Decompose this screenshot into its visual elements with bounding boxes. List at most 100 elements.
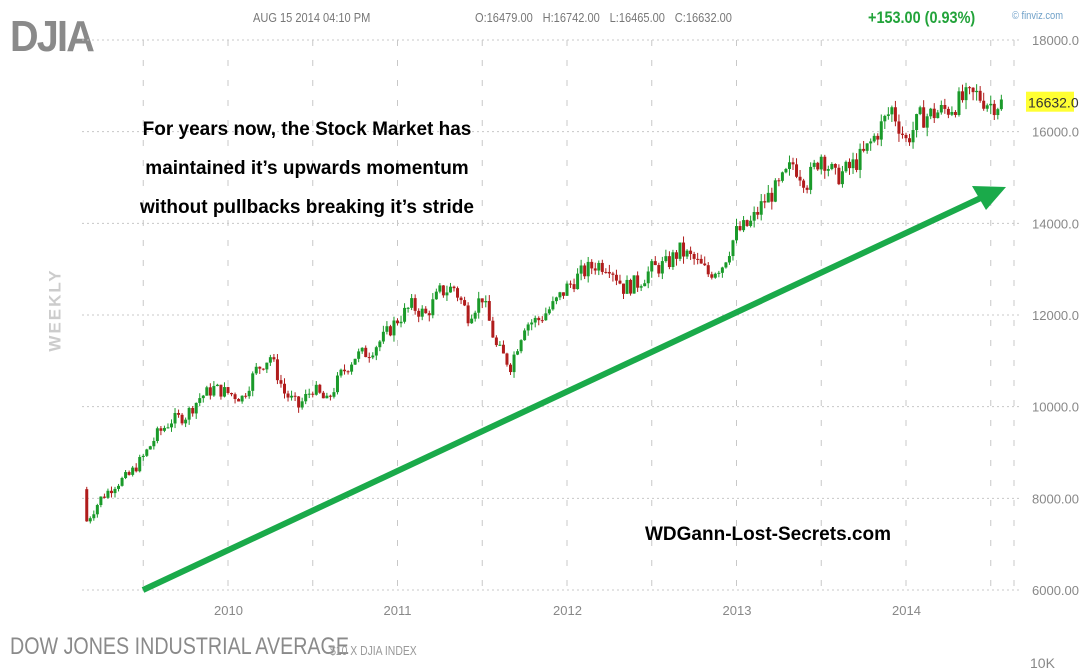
candle-body [491,320,495,338]
candle-body [830,163,834,170]
candle-body [724,262,728,268]
candle-body [611,273,615,275]
candle-body [678,242,682,259]
candle-body [314,384,318,395]
candle-body [614,274,618,281]
ticker-symbol: DJIA [10,12,95,61]
candle-body [272,357,276,360]
candle-body [629,279,633,294]
y-tick-label: 6000.00 [1032,583,1079,598]
candle-body [565,283,569,296]
x-tick-label: 2013 [723,603,752,618]
candle-body [325,395,329,399]
candle-body [699,258,703,264]
candle-body [187,408,191,420]
candle-body [92,514,96,519]
candle-body [473,312,477,319]
candle-body [840,171,844,185]
candle-body [946,108,950,115]
candle-body [523,330,527,341]
candle-body [766,192,770,203]
candle-body [915,114,919,131]
candle-body [706,265,710,275]
candle-body [809,166,813,190]
y-tick-label: 12000.0 [1032,308,1079,323]
candle-body [297,396,301,408]
candle-body [918,107,922,115]
candle-body [692,253,696,259]
candle-body [802,180,806,188]
candle-body [904,134,908,139]
candle-body [632,275,636,294]
candle-body [127,472,131,475]
interval-label: WEEKLY [45,268,65,352]
candle-body [816,162,820,170]
brand-link[interactable]: © finviz.com [1012,10,1064,22]
candle-body [512,354,516,373]
candle-body [558,292,562,298]
candle-body [215,384,219,387]
candle-body [452,286,456,289]
candle-body [240,395,244,402]
candle-body [752,211,756,221]
trend-arrow-line [141,193,987,593]
candle-body [720,267,724,273]
index-name: DOW JONES INDUSTRIAL AVERAGE [10,633,349,660]
candle-body [311,393,315,395]
candle-body [438,285,442,292]
candle-body [138,457,142,472]
candle-body [205,387,209,396]
candle-body [784,169,788,173]
candle-body [943,105,947,109]
candle-body [526,324,530,331]
candle-body [660,261,664,274]
candle-body [971,87,975,93]
candle-body [258,366,262,369]
candle-body [498,344,502,346]
candle-body [339,369,343,376]
candle-body [286,393,290,398]
trend-arrow-head [972,186,1006,210]
candle-body [173,413,177,424]
candle-body [427,313,431,316]
candle-body [265,362,269,370]
candle-body [194,402,198,414]
candle-body [554,297,558,302]
candle-body [254,366,258,374]
candle-body [360,347,364,352]
candle-body [869,141,873,144]
candle-body [643,283,647,287]
x-tick-label: 2010 [214,603,243,618]
candle-body [618,280,622,284]
candle-body [982,100,986,109]
candle-body [388,326,392,336]
candle-body [237,399,241,402]
candle-body [117,485,121,489]
candle-body [148,446,152,450]
candle-body [551,301,555,310]
candle-body [120,478,124,486]
candle-body [950,111,954,115]
candle-body [932,108,936,119]
candle-body [494,337,498,346]
last-price-badge [1026,91,1074,112]
candle-body [685,250,689,257]
candle-body [480,298,484,303]
candle-body [636,275,640,288]
candle-body [318,384,322,393]
candle-body [607,271,611,274]
candle-body [759,201,763,215]
candle-body [145,449,149,456]
candle-body [364,347,368,358]
candle-body [530,322,534,325]
candle-body [922,107,926,128]
candle-body [879,121,883,140]
candle-body [819,156,823,170]
last-price-label: 16632.0 [1028,95,1079,111]
candle-body [247,390,251,397]
candle-body [862,148,866,151]
candle-body [290,395,294,398]
candle-body [420,308,424,317]
candle-body [844,161,848,172]
candle-body [184,419,188,424]
